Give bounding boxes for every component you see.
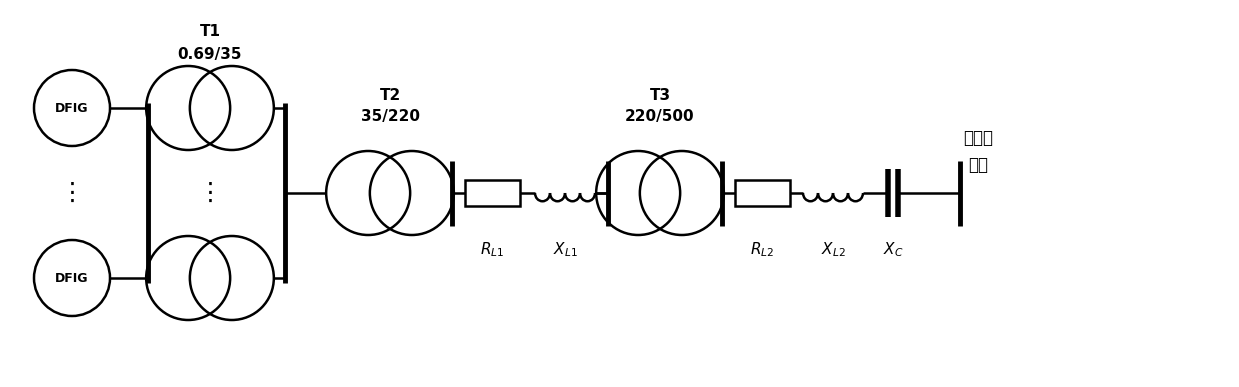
Text: T2: T2 xyxy=(379,87,400,103)
Text: $X_{L2}$: $X_{L2}$ xyxy=(820,240,845,259)
Bar xyxy=(735,180,790,206)
Text: $R_{L2}$: $R_{L2}$ xyxy=(751,240,774,259)
Text: 电网: 电网 xyxy=(968,156,987,174)
Text: ⋮: ⋮ xyxy=(59,181,84,205)
Text: 220/500: 220/500 xyxy=(626,110,695,125)
Text: T3: T3 xyxy=(649,87,670,103)
Text: $R_{L1}$: $R_{L1}$ xyxy=(481,240,504,259)
Text: 35/220: 35/220 xyxy=(361,110,420,125)
Text: ⋮: ⋮ xyxy=(197,181,223,205)
Text: $X_C$: $X_C$ xyxy=(882,240,903,259)
Bar xyxy=(465,180,520,206)
Text: DFIG: DFIG xyxy=(56,101,89,115)
Text: 0.69/35: 0.69/35 xyxy=(177,46,243,62)
Text: 无穷大: 无穷大 xyxy=(963,129,992,147)
Text: DFIG: DFIG xyxy=(56,272,89,284)
Text: $X_{L1}$: $X_{L1}$ xyxy=(553,240,577,259)
Text: T1: T1 xyxy=(199,24,221,39)
